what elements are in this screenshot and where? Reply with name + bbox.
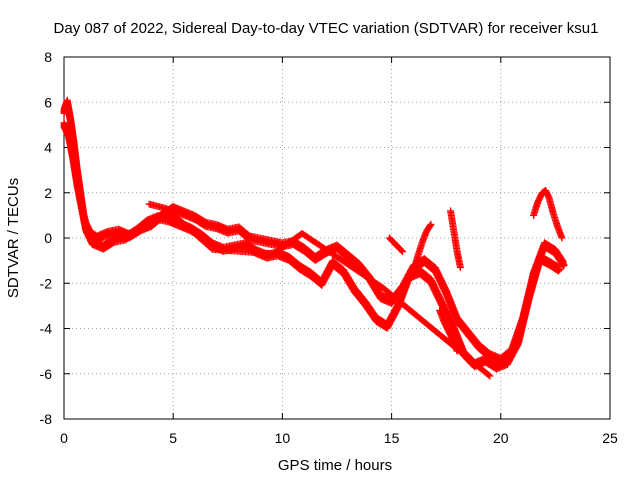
y-tick-label: -8 — [40, 411, 53, 427]
y-axis-ticks: 8 6 4 2 0 -2 -4 -6 -8 — [40, 49, 610, 427]
data-point-interp — [559, 262, 567, 270]
y-tick-label: -4 — [40, 321, 53, 337]
x-tick-label: 10 — [275, 430, 291, 446]
y-tick-label: 0 — [44, 230, 52, 246]
x-tick-label: 20 — [493, 430, 509, 446]
y-tick-label: -2 — [40, 275, 53, 291]
y-tick-label: 8 — [44, 49, 52, 65]
x-tick-label: 5 — [169, 430, 177, 446]
grid — [64, 57, 610, 419]
y-tick-label: 6 — [44, 94, 52, 110]
y-tick-label: 4 — [44, 140, 52, 156]
x-tick-label: 25 — [602, 430, 618, 446]
data-points — [60, 96, 568, 380]
chart-title: Day 087 of 2022, Sidereal Day-to-day VTE… — [54, 20, 599, 37]
x-axis-label: GPS time / hours — [278, 457, 392, 474]
x-axis-ticks: 0 5 10 15 20 25 — [60, 57, 618, 446]
y-tick-label: 2 — [44, 185, 52, 201]
x-tick-label: 15 — [384, 430, 400, 446]
y-axis-label: SDTVAR / TECUs — [5, 178, 22, 298]
y-tick-label: -6 — [40, 366, 53, 382]
data-point — [560, 261, 568, 269]
x-tick-label: 0 — [60, 430, 68, 446]
